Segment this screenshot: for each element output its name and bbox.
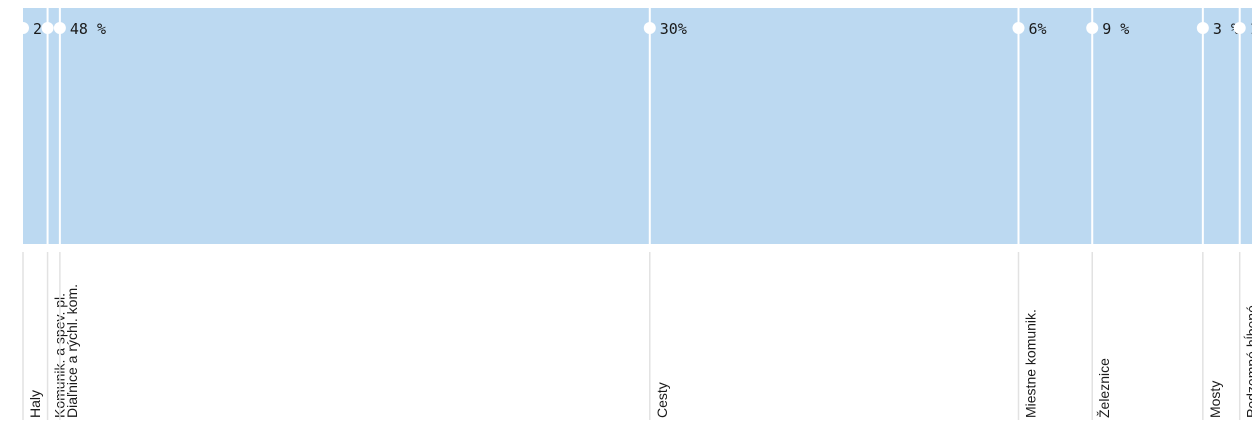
category-label: Železnice bbox=[1096, 358, 1112, 418]
category-label: Haly bbox=[27, 390, 43, 418]
segment-marker-dot bbox=[41, 22, 54, 34]
bar-segment bbox=[47, 8, 60, 244]
segment-percent-label: 6% bbox=[1028, 20, 1046, 38]
segment-marker-dot bbox=[17, 22, 29, 34]
category-label: Diaľnice a rýchl. kom. bbox=[64, 284, 80, 418]
bar-segment bbox=[1202, 8, 1240, 244]
bar-segment bbox=[649, 8, 1019, 244]
bar-segment bbox=[1092, 8, 1203, 244]
category-label: Mosty bbox=[1207, 381, 1223, 418]
segment-percent-label: 30% bbox=[660, 20, 687, 38]
segment-marker-dot bbox=[1233, 22, 1246, 34]
segment-marker-dot bbox=[1196, 22, 1209, 34]
category-label: Podzemné hĺbené bbox=[1243, 305, 1252, 418]
segment-marker-dot bbox=[643, 22, 656, 34]
segment-marker-dot bbox=[1086, 22, 1099, 34]
segment-percent-label: 48 % bbox=[70, 20, 106, 38]
segment-percent-label: 9 % bbox=[1102, 20, 1129, 38]
segment-marker-dot bbox=[53, 22, 66, 34]
category-label: Miestne komunik. bbox=[1022, 309, 1038, 418]
bar-segment bbox=[23, 8, 48, 244]
segment-marker-dot bbox=[1012, 22, 1025, 34]
segment-percent-label: 3 % bbox=[1213, 20, 1240, 38]
bar-segment bbox=[1239, 8, 1252, 244]
bar-segment bbox=[1018, 8, 1093, 244]
category-label: Cesty bbox=[654, 382, 670, 418]
segment-percent-label: 1 % bbox=[1250, 20, 1252, 38]
bar-segment bbox=[59, 8, 650, 244]
